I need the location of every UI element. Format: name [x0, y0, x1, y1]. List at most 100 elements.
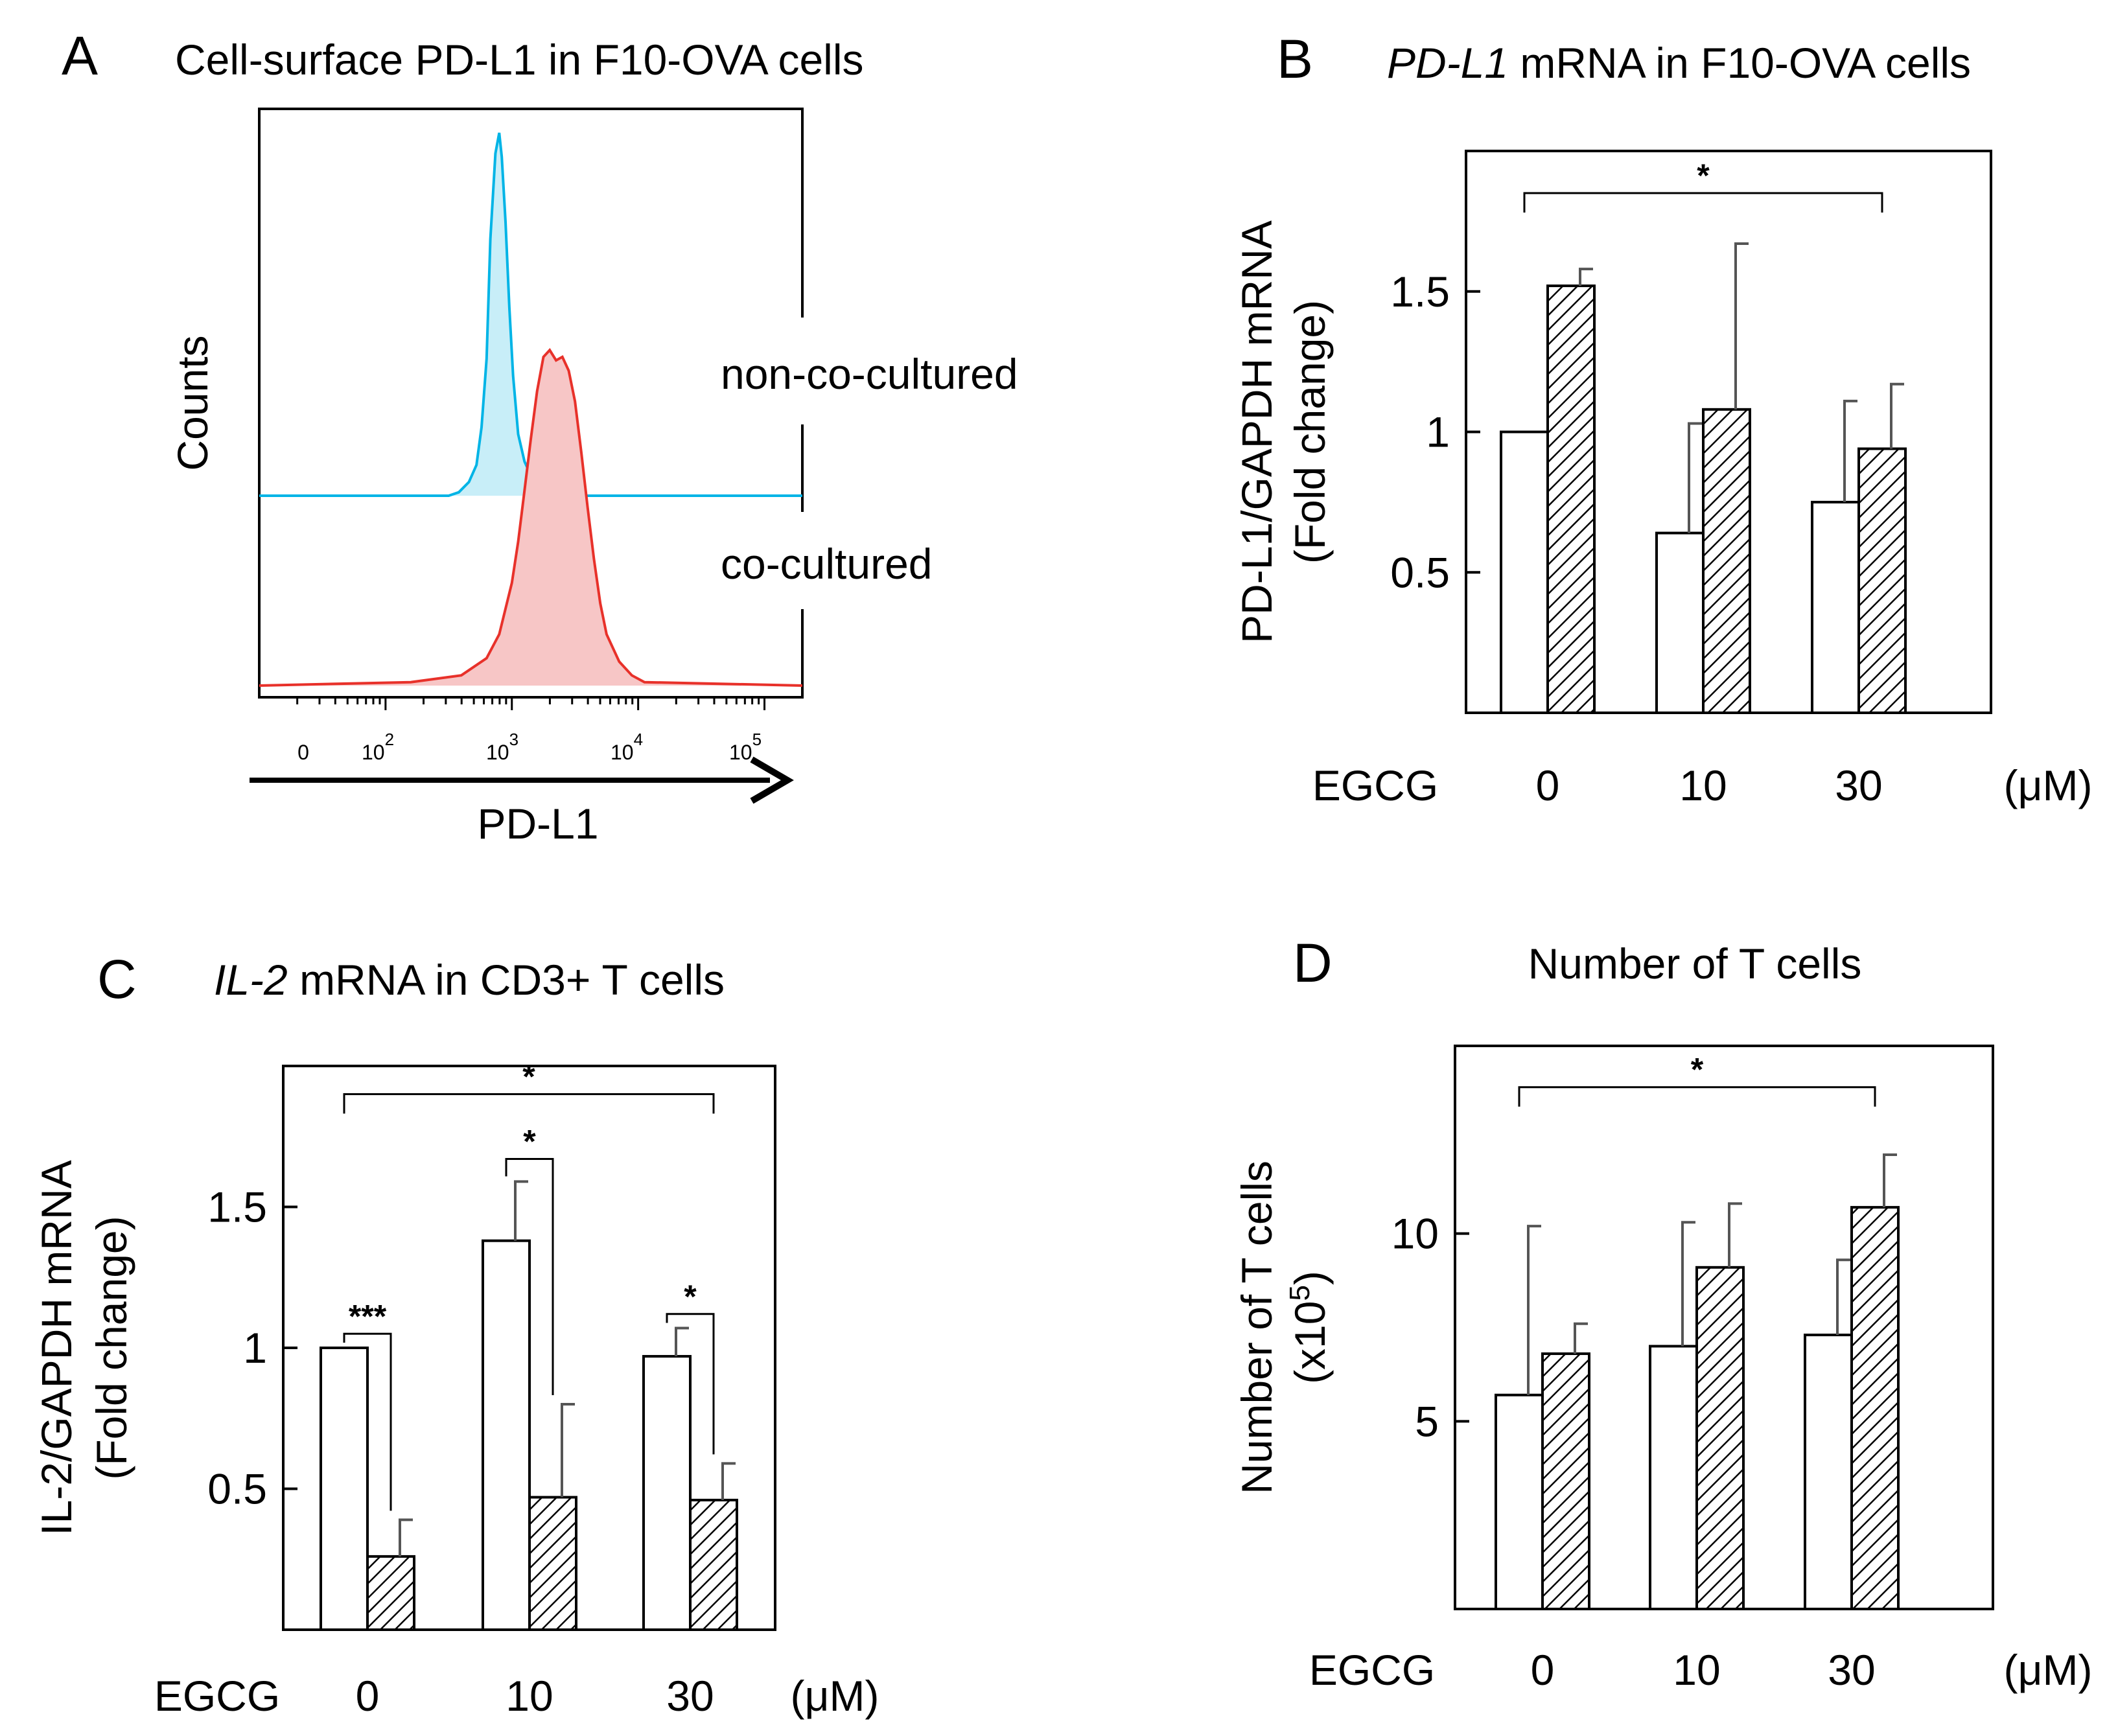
y-tick-label: 1 [243, 1324, 267, 1372]
panel-a-title: Cell-surface PD-L1 in F10-OVA cells [175, 36, 863, 84]
bar-hatched-10 [1695, 1266, 1745, 1610]
panel-b-title-rest: mRNA in F10-OVA cells [1508, 39, 1971, 87]
panel-c-title-rest: mRNA in CD3+ T cells [288, 956, 725, 1004]
x-axis-unit: (μM) [2004, 1646, 2093, 1694]
x-axis-prefix: EGCG [1309, 1646, 1435, 1694]
panel-a-letter: A [62, 25, 98, 86]
bar-chart-b: 0.5 1 1.5 * EGCG 0 10 30 (μM) PD-L1/GAPDH mRNA (Fo… [1233, 150, 2093, 809]
x-tick-label: 30 [1835, 761, 1882, 809]
x-tick-label: 105 [729, 730, 762, 764]
bar-hatched-10 [528, 1496, 577, 1632]
bar-chart-c: 0.511.5******EGCG 0 10 30 (μM)IL-2/GAPDH mRN… [32, 1059, 879, 1720]
panel-c: C IL-2 mRNA in CD3+ T cells 0.511.5*****… [32, 949, 879, 1720]
x-tick-base: 10 [611, 741, 634, 764]
x-axis-minor-ticks [296, 697, 766, 710]
x-axis-prefix: EGCG [154, 1672, 280, 1720]
panel-b-letter: B [1277, 29, 1313, 89]
x-tick-label: 0 [1531, 1646, 1555, 1694]
bar-open-30 [642, 1355, 692, 1632]
bar-open-10 [1649, 1345, 1698, 1610]
x-tick-base: 10 [362, 741, 385, 764]
panel-c-title: IL-2 mRNA in CD3+ T cells [214, 956, 725, 1004]
bar-open-30 [1804, 1334, 1853, 1610]
x-tick-label: 103 [486, 730, 518, 764]
y-label-exponent: 5 [1284, 1285, 1316, 1301]
x-tick-exponent: 4 [634, 730, 643, 749]
x-tick-label: 10 [1673, 1646, 1720, 1694]
histogram-frame-gap [796, 512, 811, 609]
y-axis-label-units: (Fold change) [1286, 300, 1334, 564]
bar-hatched-0 [366, 1555, 415, 1631]
x-tick-label: 0 [297, 741, 309, 764]
x-tick-label: 10 [506, 1672, 553, 1720]
x-tick-exponent: 2 [385, 730, 394, 749]
y-tick-label: 10 [1391, 1210, 1439, 1258]
significance-bracket [1523, 192, 1883, 213]
y-label-end: ) [1286, 1271, 1334, 1285]
significance-label: * [1697, 157, 1710, 194]
bar-hatched-0 [1541, 1352, 1590, 1610]
panel-c-letter: C [97, 949, 137, 1010]
histogram-curves [259, 132, 803, 687]
bar-open-10 [1655, 531, 1705, 714]
x-tick-exponent: 5 [752, 730, 762, 749]
x-axis-label: PD-L1 [477, 800, 598, 848]
x-tick-label: 102 [362, 730, 394, 764]
x-tick-exponent: 3 [509, 730, 518, 749]
bar-hatched-10 [1702, 408, 1751, 714]
y-label-base: (x10 [1286, 1301, 1334, 1384]
panel-b-title-italic: PD-L1 [1387, 39, 1508, 87]
x-tick-label: 0 [356, 1672, 380, 1720]
bar-chart-d: 510*EGCG 0 10 30 (μM)Number of T cells (x105) [1233, 1045, 2093, 1694]
y-tick-label: 0.5 [1390, 548, 1450, 596]
y-tick-label: 0.5 [207, 1465, 267, 1513]
bar-open-30 [1811, 500, 1860, 714]
bar-hatched-30 [689, 1498, 738, 1631]
panel-d-title: Number of T cells [1528, 940, 1862, 988]
bar-open-10 [482, 1239, 531, 1631]
y-tick-label: 1.5 [207, 1183, 267, 1231]
significance-label: * [684, 1279, 697, 1315]
series-label-non-co-cultured: non-co-cultured [721, 350, 1018, 398]
significance-bracket [1518, 1086, 1876, 1107]
y-axis-label: PD-L1/GAPDH mRNA [1233, 220, 1281, 643]
significance-label: * [1691, 1052, 1704, 1088]
significance-label: * [523, 1124, 536, 1160]
histogram-fill-co-cultured [259, 350, 802, 686]
panel-d-letter: D [1293, 932, 1333, 993]
panel-a: A Cell-surface PD-L1 in F10-OVA cells 0 1… [62, 25, 1018, 848]
bar-open-0 [320, 1347, 369, 1631]
y-tick-label: 1 [1426, 408, 1450, 456]
x-tick-label: 30 [1828, 1646, 1875, 1694]
x-axis-unit: (μM) [791, 1672, 879, 1720]
y-tick-label: 5 [1415, 1397, 1439, 1445]
panel-d: D Number of T cells 5 10 * EGCG 0 10 30 (μM) Num… [1233, 932, 2092, 1694]
x-tick-label: 10 [1679, 761, 1727, 809]
x-tick-label: 0 [1536, 761, 1560, 809]
x-axis-prefix: EGCG [1312, 761, 1438, 809]
series-label-co-cultured: co-cultured [721, 540, 933, 588]
bar-hatched-30 [1850, 1206, 1900, 1610]
x-axis-unit: (μM) [2004, 761, 2093, 809]
y-axis-label: Counts [169, 335, 216, 470]
significance-label: * [522, 1059, 535, 1095]
x-tick-label: 104 [611, 730, 643, 764]
significance-bracket [343, 1332, 392, 1511]
x-tick-label: 30 [666, 1672, 714, 1720]
y-axis-label: IL-2/GAPDH mRNA [32, 1160, 80, 1535]
histogram-frame-gap [796, 318, 811, 424]
y-axis-label-units: (x105) [1284, 1271, 1334, 1384]
bar-hatched-0 [1546, 284, 1596, 714]
bar-hatched-30 [1857, 447, 1907, 714]
bar-open-0 [1500, 430, 1549, 714]
y-axis-label-units: (Fold change) [87, 1216, 135, 1479]
bar-open-0 [1495, 1393, 1544, 1611]
x-tick-base: 10 [729, 741, 752, 764]
significance-label: *** [349, 1298, 387, 1334]
x-tick-base: 10 [486, 741, 509, 764]
panel-c-title-italic: IL-2 [214, 956, 288, 1004]
x-tick-base: 0 [297, 741, 309, 764]
